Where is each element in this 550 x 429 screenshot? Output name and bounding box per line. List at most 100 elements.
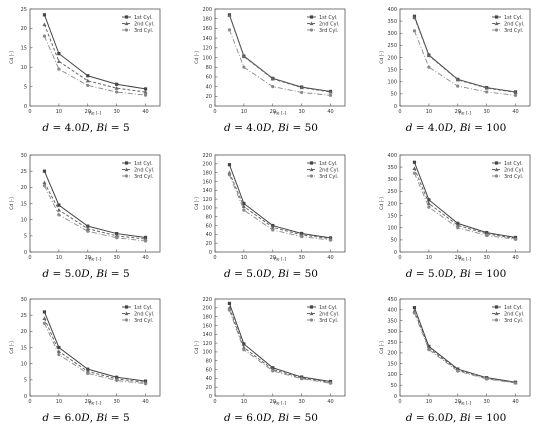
y-tick-label: 20 xyxy=(21,185,27,191)
legend-marker xyxy=(124,167,129,172)
legend-marker xyxy=(494,28,499,32)
y-tick-label: 60 xyxy=(206,75,212,81)
y-tick-label: 0 xyxy=(394,104,397,110)
legend-marker xyxy=(494,15,499,19)
legend-marker xyxy=(309,174,314,178)
x-tick-label: 20 xyxy=(270,255,276,261)
y-tick-label: 20 xyxy=(206,241,212,247)
y-tick-label: 220 xyxy=(202,153,212,159)
series-line-3 xyxy=(229,29,331,96)
y-tick-label: 160 xyxy=(202,179,212,185)
y-tick-label: 0 xyxy=(394,250,397,256)
x-axis-label: Re [-] xyxy=(89,257,102,263)
legend-marker xyxy=(309,167,314,172)
y-tick-label: 180 xyxy=(202,170,212,176)
data-point-series-3 xyxy=(328,238,333,242)
legend-marker xyxy=(309,311,314,316)
y-tick-label: 300 xyxy=(387,329,397,335)
y-tick-label: 200 xyxy=(202,7,212,13)
data-point-series-1 xyxy=(412,306,417,310)
legend: 1st Cyl.2nd Cyl.3rd Cyl. xyxy=(122,305,155,324)
x-tick-label: 30 xyxy=(298,255,304,261)
legend-marker xyxy=(494,161,499,165)
y-tick-label: 220 xyxy=(202,297,212,303)
y-axis-label: Cd [-] xyxy=(9,341,15,354)
x-tick-label: 0 xyxy=(28,255,31,261)
y-tick-label: 350 xyxy=(387,165,397,171)
legend-marker xyxy=(124,15,129,19)
x-tick-label: 0 xyxy=(28,109,31,115)
data-point-series-1 xyxy=(57,52,61,56)
data-point-series-3 xyxy=(42,34,47,38)
data-point-series-3 xyxy=(242,348,246,352)
legend-label: 1st Cyl. xyxy=(134,305,153,311)
data-point-series-3 xyxy=(86,83,90,88)
series-line-3 xyxy=(44,185,146,242)
y-tick-label: 10 xyxy=(21,361,27,367)
chart-panel-2: 0 20 40 60 80 100 120 140 160 180 200 0 10 20 30 40 Re [… xyxy=(187,4,355,136)
y-tick-label: 40 xyxy=(206,376,212,382)
data-point-series-2 xyxy=(412,308,417,313)
data-point-series-2 xyxy=(484,86,489,90)
chart-caption: d = 4.0D, Bi = 100 xyxy=(405,122,507,134)
data-point-series-3 xyxy=(456,369,460,373)
y-tick-label: 15 xyxy=(21,345,27,351)
x-tick-label: 30 xyxy=(298,399,304,405)
legend-marker xyxy=(124,21,129,26)
chart-panel-1: 0 5 10 15 20 25 0 10 20 30 40 Re [-] Cd [-] 1st Cyl. 2… xyxy=(2,4,170,136)
y-tick-label: 150 xyxy=(387,361,397,367)
data-point-series-3 xyxy=(271,228,275,232)
data-point-series-3 xyxy=(513,93,518,97)
chart-caption: d = 4.0D, Bi = 50 xyxy=(224,122,318,134)
legend: 1st Cyl.2nd Cyl.3rd Cyl. xyxy=(307,305,340,324)
data-point-series-2 xyxy=(455,223,460,227)
legend: 1st Cyl.2nd Cyl.3rd Cyl. xyxy=(307,161,340,180)
y-axis-label: Cd [-] xyxy=(194,341,200,354)
data-point-series-3 xyxy=(456,226,460,230)
data-point-series-3 xyxy=(427,348,431,352)
legend-label: 2nd Cyl. xyxy=(319,311,340,317)
chart-caption: d = 6.0D, Bi = 100 xyxy=(405,412,507,424)
chart-svg: 0 5 10 15 20 25 30 0 10 20 30 40 Re [-] Cd [-] 1st Cyl… xyxy=(9,153,161,263)
chart-caption: d = 5.0D, Bi = 100 xyxy=(405,268,507,280)
legend-marker xyxy=(124,318,129,322)
x-axis-label: Re [-] xyxy=(274,111,287,117)
legend-label: 3rd Cyl. xyxy=(319,174,339,180)
x-tick-label: 20 xyxy=(85,109,91,115)
data-point-series-3 xyxy=(227,308,232,312)
y-tick-label: 20 xyxy=(21,329,27,335)
legend-label: 3rd Cyl. xyxy=(134,28,154,34)
y-tick-label: 200 xyxy=(202,306,212,312)
data-point-series-3 xyxy=(427,65,431,69)
legend-marker xyxy=(494,21,499,26)
y-tick-label: 0 xyxy=(24,104,27,110)
legend-label: 2nd Cyl. xyxy=(319,167,340,173)
series-line-1 xyxy=(228,164,331,239)
y-tick-label: 300 xyxy=(387,177,397,183)
chart-caption: d = 5.0D, Bi = 5 xyxy=(42,268,130,280)
y-tick-label: 400 xyxy=(387,153,397,159)
chart-panel-4: 0 5 10 15 20 25 30 0 10 20 30 40 Re [-] Cd [-] 1st Cyl… xyxy=(2,150,170,282)
chart-caption: d = 4.0D, Bi = 5 xyxy=(42,122,130,134)
y-tick-label: 50 xyxy=(391,383,397,389)
chart-panel-9: 0 50 100 150 200 250 300 350 400 450 0 10 20 30 40 Re [… xyxy=(372,294,540,426)
y-axis-label: Cd [-] xyxy=(194,197,200,210)
y-axis-label: Cd [-] xyxy=(194,51,200,64)
x-axis-label: Re [-] xyxy=(459,111,472,117)
y-tick-label: 0 xyxy=(24,250,27,256)
y-tick-label: 40 xyxy=(206,84,212,90)
y-tick-label: 200 xyxy=(202,162,212,168)
y-tick-label: 140 xyxy=(202,332,212,338)
legend: 1st Cyl.2nd Cyl.3rd Cyl. xyxy=(122,15,155,34)
legend: 1st Cyl.2nd Cyl.3rd Cyl. xyxy=(307,15,340,34)
y-tick-label: 5 xyxy=(24,234,27,240)
data-point-series-3 xyxy=(42,321,47,325)
data-point-series-3 xyxy=(242,208,246,212)
x-axis-label: Re [-] xyxy=(274,401,287,407)
y-tick-label: 50 xyxy=(391,92,397,98)
y-tick-label: 100 xyxy=(387,226,397,232)
y-tick-label: 60 xyxy=(206,223,212,229)
y-tick-label: 200 xyxy=(387,201,397,207)
x-axis-label: Re [-] xyxy=(459,401,472,407)
data-point-series-1 xyxy=(86,224,90,228)
